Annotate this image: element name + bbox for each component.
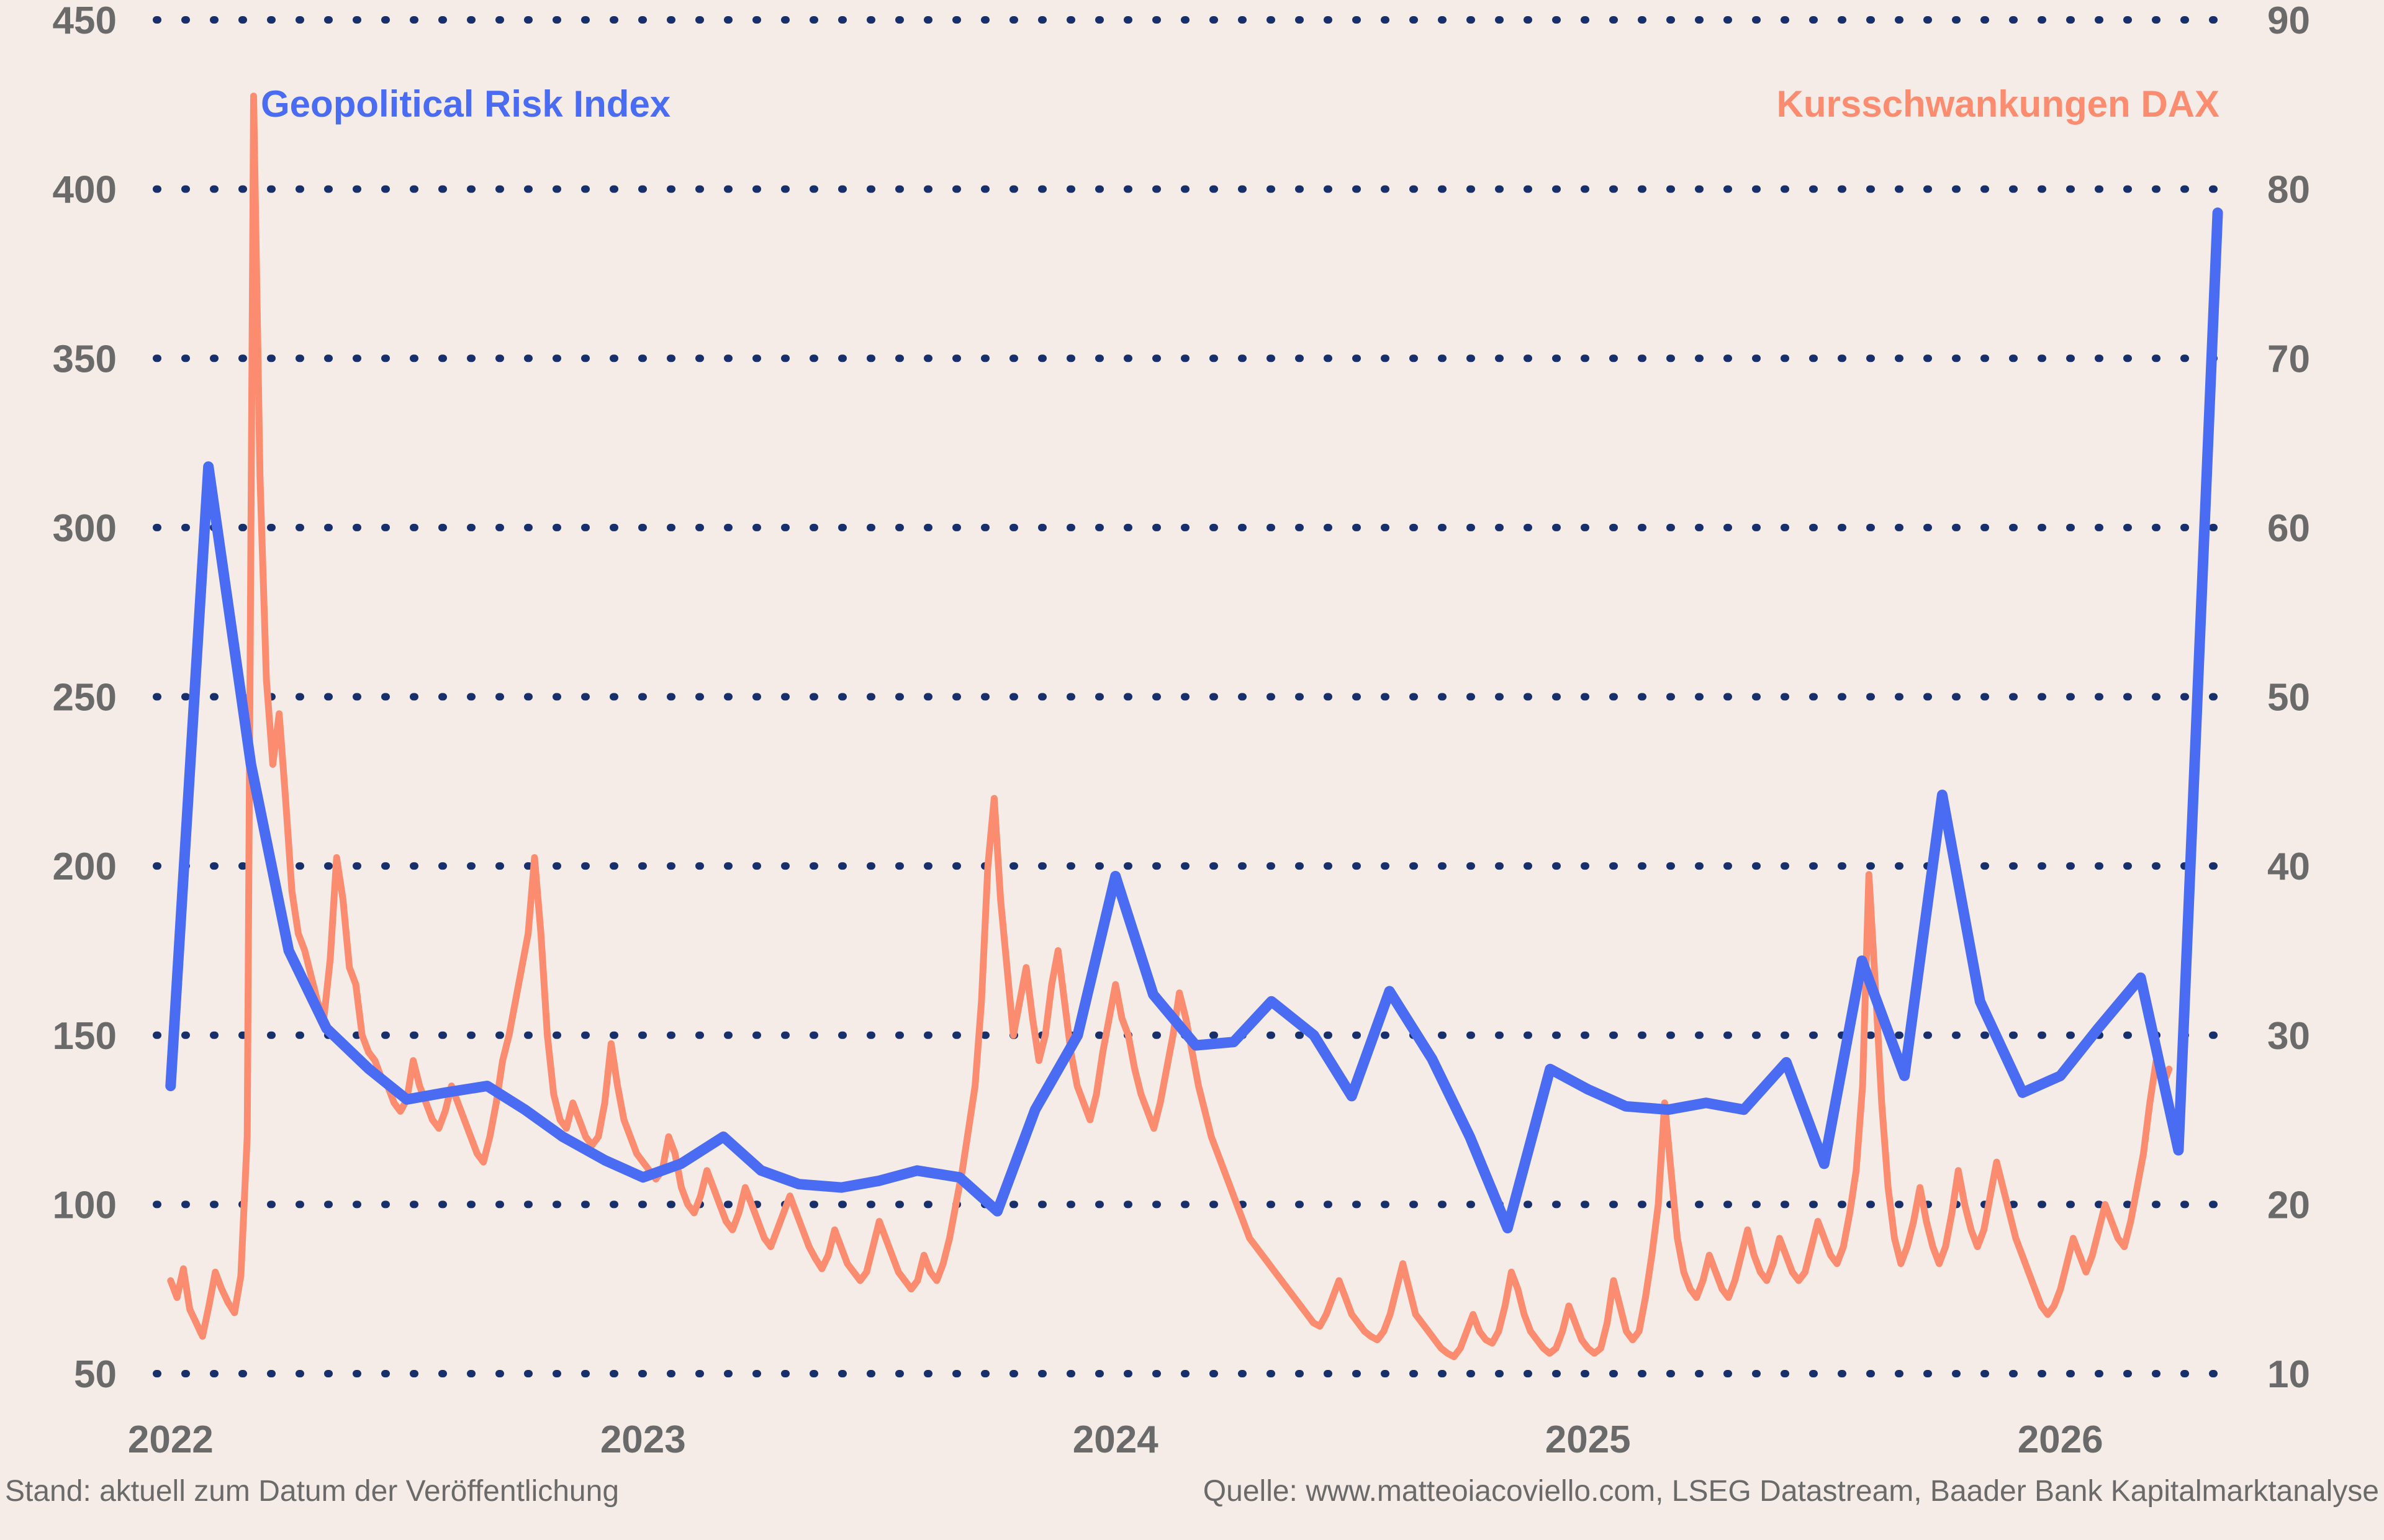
right-axis-tick: 10: [2267, 1353, 2310, 1396]
right-axis-tick: 70: [2267, 338, 2310, 380]
left-axis-tick: 450: [53, 0, 117, 42]
left-axis-tick: 350: [53, 338, 117, 380]
footnote-right: Quelle: www.matteoiacoviello.com, LSEG D…: [1203, 1475, 2379, 1508]
right-axis-tick: 90: [2267, 0, 2310, 42]
left-axis-tick-labels: 450 400 350 300 250 200 150 100 50: [53, 0, 117, 1396]
right-axis-tick: 80: [2267, 169, 2310, 212]
gridlines-group: [153, 16, 2229, 1377]
left-axis-tick: 50: [74, 1353, 117, 1396]
left-axis-tick: 250: [53, 677, 117, 719]
right-axis-tick: 30: [2267, 1015, 2310, 1058]
left-axis-tick: 400: [53, 169, 117, 212]
right-axis-tick: 50: [2267, 677, 2310, 719]
x-axis-tick: 2025: [1545, 1418, 1631, 1461]
right-axis-tick: 40: [2267, 845, 2310, 888]
legend-label-gpr: Geopolitical Risk Index: [261, 83, 670, 125]
legend-label-dax: Kursschwankungen DAX: [1777, 83, 2219, 125]
right-axis-tick: 60: [2267, 507, 2310, 550]
x-axis-tick: 2026: [2018, 1418, 2103, 1461]
right-axis-tick-labels: 90 80 70 60 50 40 30 20 10: [2267, 0, 2310, 1396]
dax-volatility-line: [167, 92, 2173, 1361]
right-axis-tick: 20: [2267, 1184, 2310, 1227]
left-axis-tick: 200: [53, 845, 117, 888]
footnote-left: Stand: aktuell zum Datum der Veröffentli…: [5, 1475, 619, 1508]
x-axis-tick: 2024: [1073, 1418, 1158, 1461]
gpr-index-line: [165, 207, 2223, 1233]
left-axis-tick: 300: [53, 507, 117, 550]
x-axis-tick: 2023: [600, 1418, 686, 1461]
x-axis-tick: 2022: [128, 1418, 214, 1461]
left-axis-tick: 150: [53, 1015, 117, 1058]
left-axis-tick: 100: [53, 1184, 117, 1227]
x-axis-tick-labels: 2022 2023 2024 2025 2026: [128, 1418, 2103, 1461]
